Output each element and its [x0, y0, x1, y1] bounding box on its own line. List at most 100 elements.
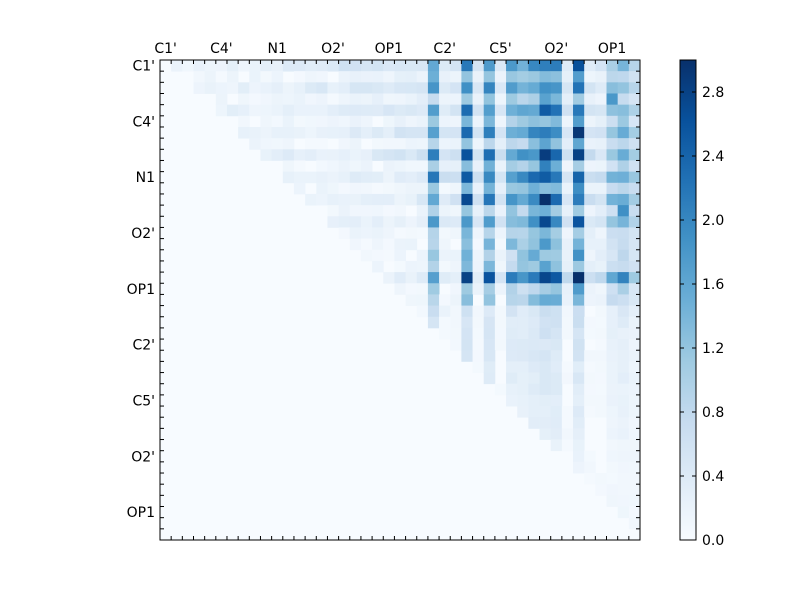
heatmap-cell: [573, 283, 585, 295]
heatmap-cell: [573, 339, 585, 351]
heatmap-cell: [506, 160, 518, 173]
heatmap-cell: [517, 327, 529, 340]
heatmap-cell: [595, 149, 607, 161]
heatmap-cell: [550, 406, 563, 418]
heatmap-cell: [260, 82, 273, 94]
heatmap-cell: [628, 160, 641, 173]
heatmap-cell: [349, 227, 362, 239]
heatmap-cell: [584, 316, 596, 329]
heatmap-cell: [238, 93, 250, 106]
heatmap-cell: [349, 138, 362, 150]
heatmap-cell: [394, 216, 406, 228]
heatmap-cell: [282, 104, 295, 117]
heatmap-cell: [517, 216, 529, 228]
y-tick-label: OP1: [127, 282, 155, 298]
heatmap-cell: [595, 260, 607, 273]
heatmap-cell: [595, 138, 607, 150]
heatmap-cell: [528, 82, 540, 94]
heatmap-cell: [539, 182, 552, 195]
heatmap-cell: [494, 238, 507, 251]
heatmap-cell: [372, 193, 384, 206]
heatmap-cell: [439, 149, 451, 161]
heatmap-cell: [517, 93, 529, 106]
heatmap-cell: [539, 316, 552, 329]
heatmap-cell: [372, 227, 384, 239]
heatmap-cell: [450, 294, 462, 306]
heatmap-cell: [628, 249, 641, 262]
heatmap-cell: [427, 216, 440, 228]
heatmap-cell: [394, 82, 406, 94]
heatmap-cell: [249, 126, 261, 139]
heatmap-cell: [327, 126, 339, 139]
heatmap-cell: [573, 115, 585, 128]
heatmap-cell: [595, 473, 607, 485]
heatmap-cell: [573, 439, 585, 452]
heatmap-cell: [550, 249, 563, 262]
heatmap-cell: [494, 227, 507, 239]
colorbar-tick-label: 2.0: [702, 213, 724, 229]
heatmap-cell: [595, 372, 607, 385]
heatmap-cell: [316, 82, 328, 94]
heatmap-cell: [606, 461, 619, 474]
heatmap-cell: [293, 82, 306, 94]
heatmap-cell: [539, 227, 552, 239]
heatmap-cell: [550, 350, 563, 362]
heatmap-cell: [372, 138, 384, 150]
heatmap-cell: [573, 272, 585, 284]
heatmap-cell: [338, 149, 351, 161]
heatmap-cell: [550, 394, 563, 407]
heatmap-cell: [550, 60, 563, 72]
heatmap-cell: [517, 383, 529, 396]
heatmap-cell: [584, 461, 596, 474]
heatmap-cell: [472, 339, 485, 351]
heatmap-cell: [561, 361, 574, 373]
heatmap-cell: [439, 316, 451, 329]
colorbar-tick-label: 1.6: [702, 277, 724, 293]
heatmap-cell: [528, 71, 540, 83]
heatmap-cell: [517, 160, 529, 173]
heatmap-cell: [405, 138, 418, 150]
heatmap-cell: [584, 260, 596, 273]
heatmap-cell: [494, 138, 507, 150]
heatmap-cell: [628, 71, 641, 83]
heatmap-cell: [517, 126, 529, 139]
heatmap-cell: [506, 339, 518, 351]
heatmap-cell: [338, 227, 351, 239]
heatmap-cell: [550, 327, 563, 340]
heatmap-cell: [360, 193, 373, 206]
heatmap-cell: [573, 316, 585, 329]
heatmap-cell: [327, 193, 339, 206]
heatmap-cell: [539, 260, 552, 273]
heatmap-cell: [271, 93, 284, 106]
heatmap-cell: [450, 182, 462, 195]
heatmap-cell: [606, 361, 619, 373]
colorbar-tick-label: 0.8: [702, 405, 724, 421]
heatmap-cell: [550, 149, 563, 161]
heatmap-cell: [461, 327, 473, 340]
heatmap-cell: [506, 138, 518, 150]
heatmap-cell: [595, 126, 607, 139]
heatmap-cell: [606, 383, 619, 396]
heatmap-cell: [405, 216, 418, 228]
heatmap-cell: [539, 104, 552, 117]
heatmap-cell: [517, 193, 529, 206]
heatmap-cell: [550, 372, 563, 385]
heatmap-cell: [561, 193, 574, 206]
heatmap-cell: [316, 104, 328, 117]
heatmap-cell: [506, 361, 518, 373]
heatmap-cell: [472, 316, 485, 329]
heatmap-cell: [427, 260, 440, 273]
heatmap-cell: [528, 394, 540, 407]
heatmap-cell: [606, 294, 619, 306]
heatmap-cell: [573, 327, 585, 340]
heatmap-cell: [383, 104, 395, 117]
heatmap-cell: [539, 383, 552, 396]
heatmap-cell: [416, 249, 429, 262]
heatmap-cell: [517, 283, 529, 295]
heatmap-cell: [506, 249, 518, 262]
heatmap-cell: [628, 149, 641, 161]
heatmap-cell: [416, 305, 429, 318]
heatmap-cell: [416, 126, 429, 139]
heatmap-cell: [539, 350, 552, 362]
heatmap-cell: [494, 260, 507, 273]
